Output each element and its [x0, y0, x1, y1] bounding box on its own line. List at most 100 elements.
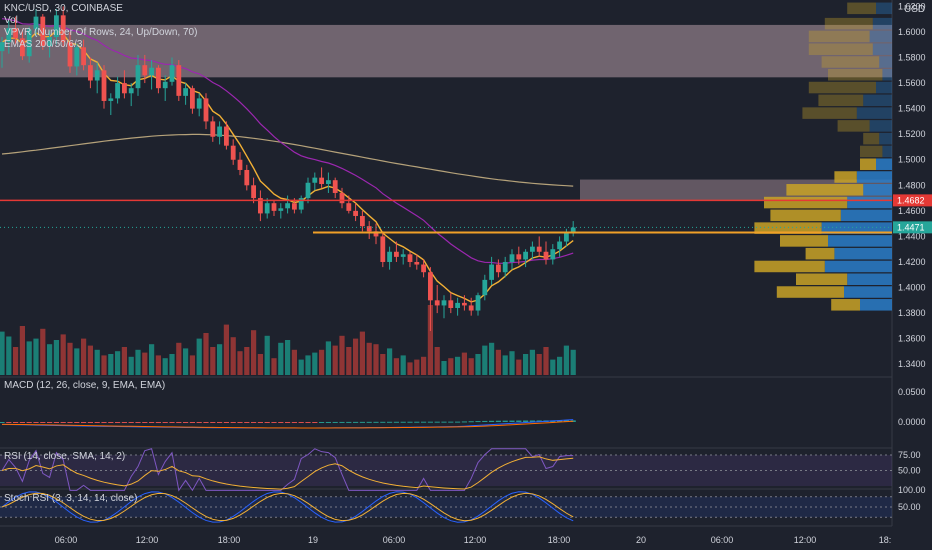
candle-body[interactable] — [414, 261, 420, 265]
candle-body[interactable] — [462, 302, 467, 306]
candle-body[interactable] — [176, 65, 182, 96]
candle-body[interactable] — [455, 302, 460, 308]
candle-body[interactable] — [26, 29, 32, 57]
candle-body[interactable] — [47, 37, 52, 47]
candle-body[interactable] — [224, 126, 229, 146]
candle-body[interactable] — [54, 15, 59, 38]
candle-body[interactable] — [122, 83, 127, 94]
candle-body[interactable] — [88, 65, 93, 81]
candle-body[interactable] — [509, 254, 515, 262]
candle-body[interactable] — [264, 203, 270, 214]
volume-bar — [142, 352, 148, 375]
candle-body[interactable] — [428, 272, 433, 301]
candle-body[interactable] — [319, 177, 324, 185]
candle-body[interactable] — [81, 47, 86, 66]
candle-body[interactable] — [6, 28, 12, 43]
candle-body[interactable] — [298, 198, 304, 210]
candle-body[interactable] — [360, 215, 365, 227]
candle-body[interactable] — [434, 300, 440, 306]
candle-body[interactable] — [564, 232, 569, 242]
macd-histogram-bar — [319, 421, 325, 423]
candle-body[interactable] — [570, 227, 576, 233]
volume-bar — [441, 361, 447, 375]
candle-body[interactable] — [475, 295, 481, 311]
candle-body[interactable] — [332, 180, 338, 193]
candle-body[interactable] — [94, 70, 100, 81]
candle-body[interactable] — [162, 81, 168, 89]
candle-body[interactable] — [74, 47, 80, 67]
candle-body[interactable] — [183, 88, 188, 96]
candle-body[interactable] — [210, 121, 216, 137]
candle-body[interactable] — [373, 231, 379, 237]
volume-bar — [217, 344, 223, 375]
candle-body[interactable] — [278, 208, 284, 211]
candle-body[interactable] — [292, 203, 297, 210]
candle-body[interactable] — [40, 16, 46, 47]
vpvr-down-bar — [780, 235, 828, 247]
candle-body[interactable] — [196, 98, 202, 109]
vpvr-down-bar — [837, 120, 870, 132]
candle-body[interactable] — [0, 42, 5, 52]
candle-body[interactable] — [203, 98, 209, 122]
candle-body[interactable] — [468, 305, 474, 311]
candle-body[interactable] — [326, 180, 331, 185]
candle-body[interactable] — [543, 251, 549, 260]
volume-bar — [210, 347, 216, 375]
candle-body[interactable] — [237, 159, 243, 170]
candlesticks[interactable] — [0, 6, 576, 331]
candle-body[interactable] — [502, 261, 508, 273]
rsi-ma-line — [1, 456, 574, 490]
candle-body[interactable] — [108, 98, 114, 101]
candle-body[interactable] — [482, 279, 488, 296]
candle-body[interactable] — [142, 65, 148, 76]
candle-body[interactable] — [33, 16, 39, 30]
macd-histogram-bar — [366, 421, 372, 423]
candle-body[interactable] — [190, 88, 195, 109]
candle-body[interactable] — [516, 254, 522, 260]
candle-body[interactable] — [496, 264, 501, 273]
horizontal-levels[interactable] — [0, 199, 892, 234]
volume-bar — [87, 345, 93, 375]
candle-body[interactable] — [271, 203, 277, 211]
candle-body[interactable] — [346, 203, 352, 211]
candle-body[interactable] — [536, 246, 542, 252]
candle-body[interactable] — [530, 246, 535, 252]
candle-body[interactable] — [135, 65, 141, 89]
candle-body[interactable] — [407, 254, 413, 262]
candle-body[interactable] — [149, 67, 154, 76]
candle-body[interactable] — [400, 254, 406, 257]
candle-body[interactable] — [230, 145, 236, 160]
candle-body[interactable] — [557, 241, 562, 250]
candle-body[interactable] — [13, 28, 18, 39]
candle-body[interactable] — [339, 192, 345, 204]
candle-body[interactable] — [20, 38, 25, 57]
candle-body[interactable] — [305, 182, 311, 199]
vpvr-up-bar — [876, 2, 892, 15]
candle-body[interactable] — [353, 210, 358, 216]
candle-body[interactable] — [251, 185, 256, 199]
candle-body[interactable] — [101, 70, 107, 101]
candle-body[interactable] — [448, 300, 454, 308]
candle-body[interactable] — [258, 198, 263, 214]
candle-body[interactable] — [115, 83, 120, 99]
candle-body[interactable] — [67, 42, 73, 67]
volume-bar — [570, 349, 576, 375]
candle-body[interactable] — [394, 251, 399, 257]
candle-body[interactable] — [169, 65, 175, 82]
candle-body[interactable] — [441, 300, 447, 306]
candle-body[interactable] — [489, 264, 494, 280]
candle-body[interactable] — [550, 249, 556, 260]
candle-body[interactable] — [387, 251, 392, 262]
candle-body[interactable] — [285, 203, 290, 209]
candle-body[interactable] — [366, 226, 372, 232]
candle-body[interactable] — [128, 88, 134, 94]
candle-body[interactable] — [217, 126, 222, 137]
candle-body[interactable] — [244, 169, 250, 186]
candle-body[interactable] — [156, 67, 161, 89]
candle-body[interactable] — [523, 251, 528, 260]
candle-body[interactable] — [312, 177, 318, 183]
candle-body[interactable] — [60, 15, 66, 43]
candle-body[interactable] — [380, 236, 386, 262]
candle-body[interactable] — [421, 264, 426, 273]
